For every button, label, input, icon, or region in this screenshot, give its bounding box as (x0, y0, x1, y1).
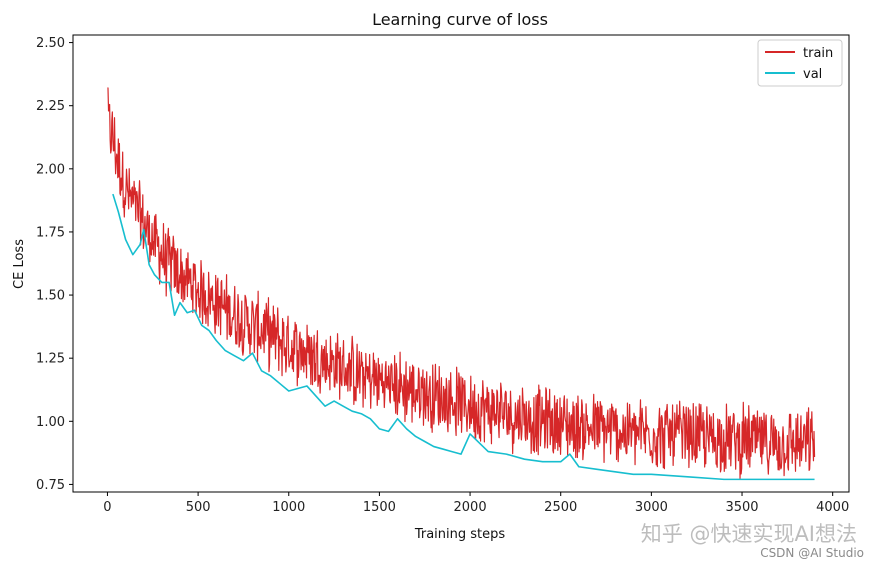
x-tick-label: 1000 (272, 500, 305, 515)
y-tick-label: 1.25 (36, 352, 65, 367)
y-axis: 0.75 1.00 1.25 1.50 1.75 2.00 2.25 2.50 (36, 36, 73, 493)
legend-val-label: val (803, 67, 822, 82)
x-tick-label: 2000 (454, 500, 487, 515)
y-tick-label: 2.25 (36, 99, 65, 114)
plot-area (107, 87, 816, 481)
x-tick-label: 3500 (725, 500, 758, 515)
x-tick-label: 4000 (816, 500, 849, 515)
legend-train-label: train (803, 46, 833, 61)
x-tick-label: 2500 (544, 500, 577, 515)
chart-title: Learning curve of loss (372, 10, 548, 29)
x-tick-label: 500 (186, 500, 211, 515)
x-axis: 0 500 1000 1500 2000 2500 3000 3500 4000 (103, 492, 849, 515)
series-train-line (107, 87, 816, 480)
watermark-zhihu: 知乎 @快速实现AI想法 (641, 522, 857, 546)
y-tick-label: 1.00 (36, 415, 65, 430)
watermark-csdn: CSDN @AI Studio (760, 546, 864, 560)
x-tick-label: 3000 (635, 500, 668, 515)
series-val-line (112, 193, 815, 481)
y-axis-title: CE Loss (12, 239, 27, 289)
x-axis-title: Training steps (414, 527, 506, 542)
y-tick-label: 1.75 (36, 225, 65, 240)
legend: train val (757, 39, 843, 87)
axes-frame (72, 34, 850, 493)
y-tick-label: 2.50 (36, 36, 65, 51)
y-tick-label: 2.00 (36, 162, 65, 177)
x-tick-label: 0 (103, 500, 111, 515)
y-tick-label: 0.75 (36, 478, 65, 493)
x-tick-label: 1500 (363, 500, 396, 515)
y-tick-label: 1.50 (36, 289, 65, 304)
